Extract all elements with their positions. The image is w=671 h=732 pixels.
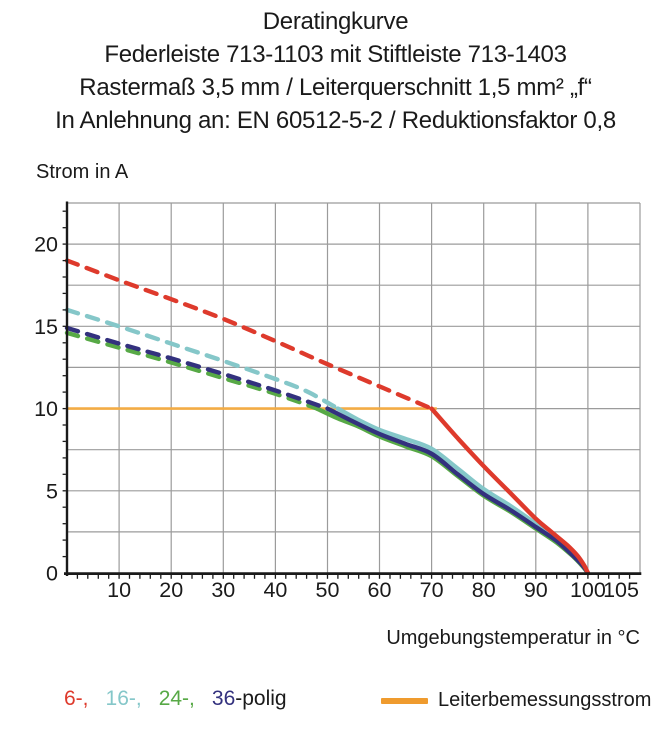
pole-item-1: 16-, [105,687,142,710]
y-tick-0: 0 [46,562,58,586]
x-tick-60: 60 [368,578,392,602]
grid [67,202,641,573]
curve-6-polig-dashed [64,258,434,411]
x-tick-40: 40 [263,578,287,602]
title-line-4: In Anlehnung an: EN 60512-5-2 / Reduktio… [55,107,616,134]
title-line-3: Rastermaß 3,5 mm / Leiterquerschnitt 1,5… [79,74,592,101]
y-tick-5: 5 [46,479,58,503]
x-tick-50: 50 [316,578,340,602]
pole-item-0: 6-, [64,687,89,710]
axes [62,201,642,579]
curve-6-polig-solid [429,406,591,576]
chart-title-block: Deratingkurve Federleiste 713-1103 mit S… [0,5,671,137]
title-line-2: Federleiste 713-1103 mit Stiftleiste 713… [104,41,567,68]
y-tick-10: 10 [34,397,58,421]
y-tick-15: 15 [34,315,58,339]
reference-legend-label: Leiterbemessungsstrom [438,689,652,711]
pole-legend: 6-, 16-, 24-, 36-polig [64,687,287,711]
y-axis-label: Strom in A [36,161,129,183]
pole-legend-suffix: -polig [235,687,287,710]
x-tick-105: 105 [603,578,639,602]
reference-line-swatch [381,697,428,704]
x-tick-30: 30 [211,578,235,602]
curve-16-polig-dashed [64,307,341,411]
x-tick-80: 80 [472,578,496,602]
curve-36-polig-dashed [64,325,330,411]
x-tick-90: 90 [524,578,548,602]
y-tick-20: 20 [34,233,58,257]
curve-36-polig-solid [325,406,591,576]
curve-24-polig-dashed [64,330,320,411]
x-tick-70: 70 [420,578,444,602]
curves [64,258,591,576]
pole-item-3: 36 [211,687,236,710]
x-tick-20: 20 [159,578,183,602]
reference-legend: Leiterbemessungsstrom [381,689,651,712]
pole-item-2: 24-, [158,687,195,710]
x-tick-100: 100 [570,578,606,602]
x-tick-10: 10 [107,578,131,602]
title-line-1: Deratingkurve [262,8,409,35]
x-axis-label: Umgebungstemperatur in °C [386,627,640,649]
